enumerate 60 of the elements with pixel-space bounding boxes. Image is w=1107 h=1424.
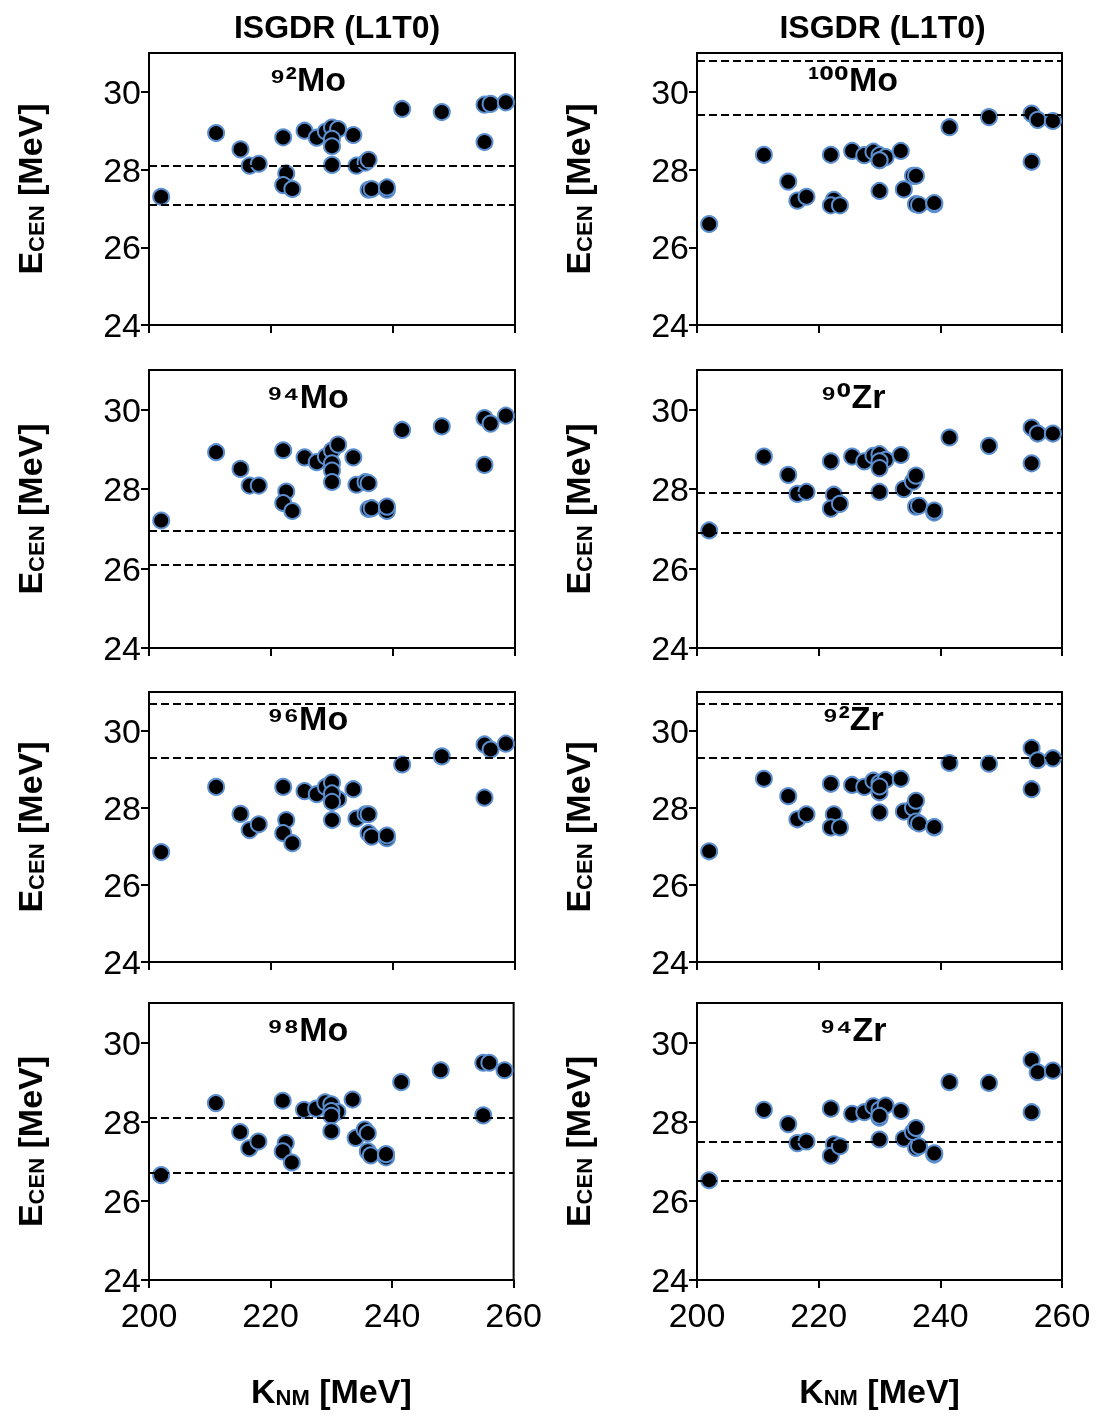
x-tick-label: 200 <box>120 1296 178 1334</box>
y-tick-label: 26 <box>103 865 141 904</box>
y-tick-label: 26 <box>103 549 141 588</box>
y-axis-title: ECEN [MeV] <box>559 1055 597 1228</box>
y-tick-label: 24 <box>651 629 689 667</box>
y-tick-label: 30 <box>103 390 141 429</box>
x-tick-label: 260 <box>1033 1296 1091 1334</box>
y-axis-title: ECEN [MeV] <box>559 423 597 595</box>
x-tick-label: 220 <box>790 1296 848 1334</box>
chart-subtitle: ISGDR (L1T0) <box>779 9 986 45</box>
x-tick-label: 220 <box>242 1296 299 1334</box>
y-tick-label: 30 <box>651 711 689 750</box>
chart-title: ⁹²Zr <box>822 699 884 737</box>
y-tick-label: 24 <box>103 306 141 344</box>
y-tick-label: 30 <box>651 72 689 111</box>
y-tick-label: 28 <box>651 788 689 827</box>
y-tick-label: 26 <box>651 865 689 904</box>
y-tick-label: 26 <box>103 228 141 267</box>
x-axis-title: KNM [MeV] <box>799 1372 960 1410</box>
chart-title: ⁹⁴Mo <box>266 377 349 415</box>
y-tick-label: 26 <box>103 1181 141 1220</box>
x-tick-label: 240 <box>363 1296 421 1334</box>
y-axis-title: ECEN [MeV] <box>11 1055 49 1228</box>
y-tick-label: 30 <box>651 390 689 429</box>
chart-title: ⁹²Mo <box>269 60 346 98</box>
y-tick-label: 24 <box>651 943 689 981</box>
y-tick-label: 28 <box>103 470 141 509</box>
y-axis-title: ECEN [MeV] <box>559 103 597 275</box>
y-tick-label: 28 <box>103 150 141 189</box>
y-tick-label: 26 <box>651 228 689 267</box>
y-tick-label: 30 <box>103 72 141 111</box>
y-tick-label: 24 <box>651 1261 689 1299</box>
y-tick-label: 28 <box>103 788 141 827</box>
y-tick-label: 28 <box>651 470 689 509</box>
y-tick-label: 30 <box>103 1023 141 1062</box>
y-axis-title: ECEN [MeV] <box>11 423 49 595</box>
x-tick-label: 200 <box>668 1296 726 1334</box>
y-tick-label: 28 <box>651 150 689 189</box>
chart-title: ⁹⁶Mo <box>267 699 349 737</box>
chart-title: ⁹⁰Zr <box>820 377 886 415</box>
chart-title: ¹⁰⁰Mo <box>807 60 899 98</box>
y-tick-label: 28 <box>103 1102 141 1141</box>
y-tick-label: 30 <box>651 1023 689 1062</box>
y-axis-title: ECEN [MeV] <box>559 741 597 913</box>
x-tick-label: 240 <box>911 1296 969 1334</box>
y-axis-title: ECEN [MeV] <box>11 103 49 275</box>
y-tick-label: 24 <box>651 306 689 344</box>
x-axis-title: KNM [MeV] <box>250 1372 412 1410</box>
y-axis-title: ECEN [MeV] <box>11 741 49 913</box>
y-tick-label: 24 <box>103 1261 141 1299</box>
y-tick-label: 24 <box>103 943 141 981</box>
x-tick-label: 260 <box>485 1296 542 1334</box>
chart-title: ⁹⁴Zr <box>819 1010 887 1048</box>
y-tick-label: 28 <box>651 1102 689 1141</box>
chart-subtitle: ISGDR (L1T0) <box>233 9 441 45</box>
y-tick-label: 24 <box>103 629 141 667</box>
y-tick-label: 30 <box>103 711 141 750</box>
y-tick-label: 26 <box>651 1181 689 1220</box>
chart-title: ⁹⁸Mo <box>267 1010 349 1048</box>
y-tick-label: 26 <box>651 549 689 588</box>
